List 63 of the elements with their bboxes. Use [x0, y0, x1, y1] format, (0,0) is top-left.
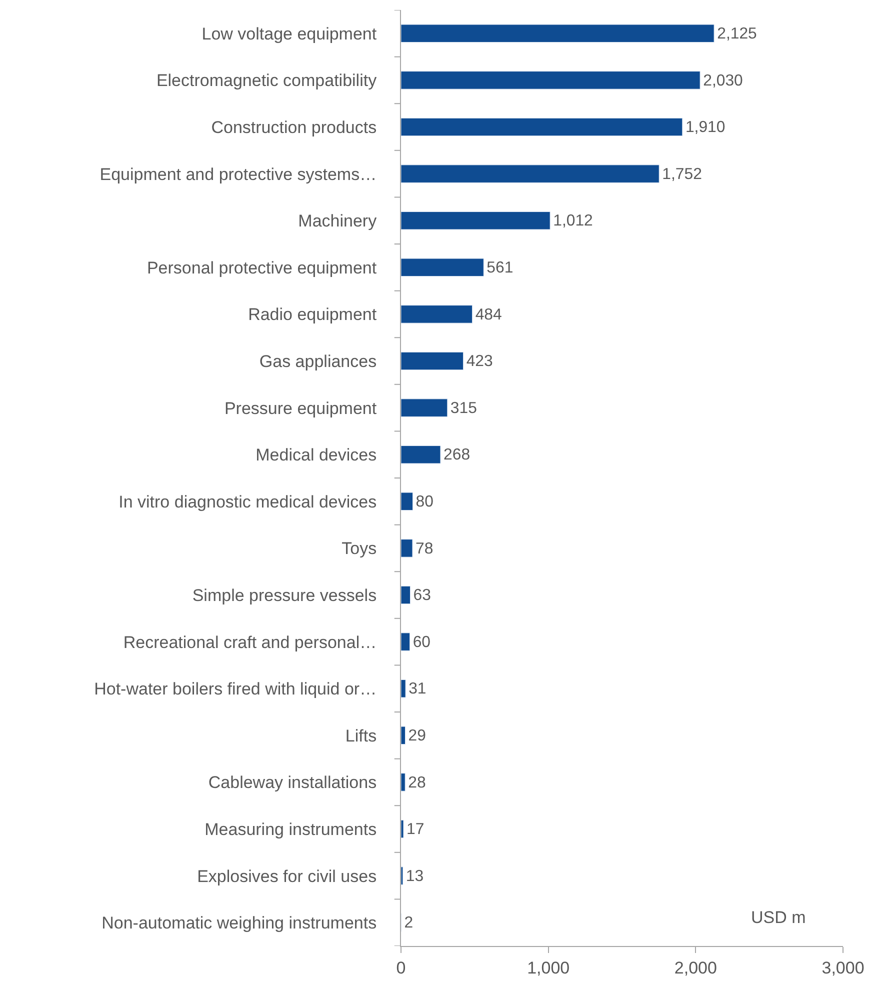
y-tick-label: Non-automatic weighing instruments: [102, 914, 377, 933]
y-tick-label: Medical devices: [256, 446, 377, 465]
data-label: 1,752: [662, 166, 702, 183]
x-tick-label: 1,000: [527, 958, 570, 978]
y-tick-label: Explosives for civil uses: [197, 866, 377, 886]
data-label: 2,030: [703, 72, 744, 90]
data-label: 29: [408, 728, 426, 745]
data-label: 1,012: [553, 212, 594, 230]
bar: [401, 445, 441, 464]
y-tick-label: Gas appliances: [259, 352, 377, 371]
y-tick-label: Simple pressure vessels: [192, 586, 377, 605]
data-label: 80: [416, 494, 434, 511]
y-tick-label: Hot-water boilers fired with liquid or…: [94, 680, 377, 699]
bar: [401, 211, 550, 230]
data-label: 484: [475, 306, 502, 324]
y-tick-label: Pressure equipment: [224, 398, 377, 418]
bar: [401, 726, 406, 745]
y-tick-label: In vitro diagnostic medical devices: [118, 492, 377, 512]
data-label: 31: [408, 680, 426, 698]
bar: [401, 24, 714, 43]
data-label: 17: [406, 821, 424, 838]
y-tick-label: Equipment and protective systems…: [100, 164, 377, 184]
data-label: 28: [408, 774, 426, 792]
bar: [401, 632, 410, 651]
y-tick-label: Cableway installations: [208, 773, 377, 792]
bar: [401, 773, 406, 792]
data-label: 13: [406, 868, 424, 885]
bar: [401, 398, 448, 417]
bar: [401, 539, 413, 558]
data-label: 561: [486, 260, 514, 277]
y-tick-label: Personal protective equipment: [146, 258, 377, 278]
annotation: USD m: [751, 908, 806, 927]
y-tick-label: Radio equipment: [248, 305, 377, 324]
bar: [401, 164, 660, 183]
y-tick-label: Electromagnetic compatibility: [156, 71, 378, 90]
bar: [401, 679, 406, 698]
data-label: 2: [404, 914, 414, 932]
data-label: 2,125: [717, 26, 758, 43]
y-tick-label: Lifts: [345, 726, 377, 746]
bar: [401, 586, 411, 604]
bar: [401, 71, 700, 90]
bar: [401, 305, 473, 324]
bar: [401, 352, 464, 370]
bar: [401, 820, 404, 838]
data-label: 63: [413, 587, 432, 604]
y-tick-label: Construction products: [211, 118, 377, 137]
x-tick-label: 3,000: [822, 958, 864, 978]
bar: [401, 492, 414, 511]
y-tick-label: Machinery: [298, 212, 378, 231]
y-tick-label: Toys: [342, 539, 377, 558]
data-label: 268: [444, 446, 470, 464]
bar: [401, 258, 484, 277]
bar: [401, 118, 683, 136]
y-tick-label: Low voltage equipment: [202, 24, 377, 44]
data-label: 60: [412, 634, 431, 651]
y-tick-label: Recreational craft and personal…: [123, 632, 377, 652]
y-tick-label: Measuring instruments: [204, 820, 377, 839]
x-tick-label: 2,000: [674, 958, 717, 978]
data-label: 1,910: [685, 119, 726, 136]
data-label: 315: [450, 400, 478, 417]
x-tick-label: 0: [396, 958, 406, 978]
data-label: 78: [416, 540, 434, 558]
data-label: 423: [466, 353, 494, 370]
